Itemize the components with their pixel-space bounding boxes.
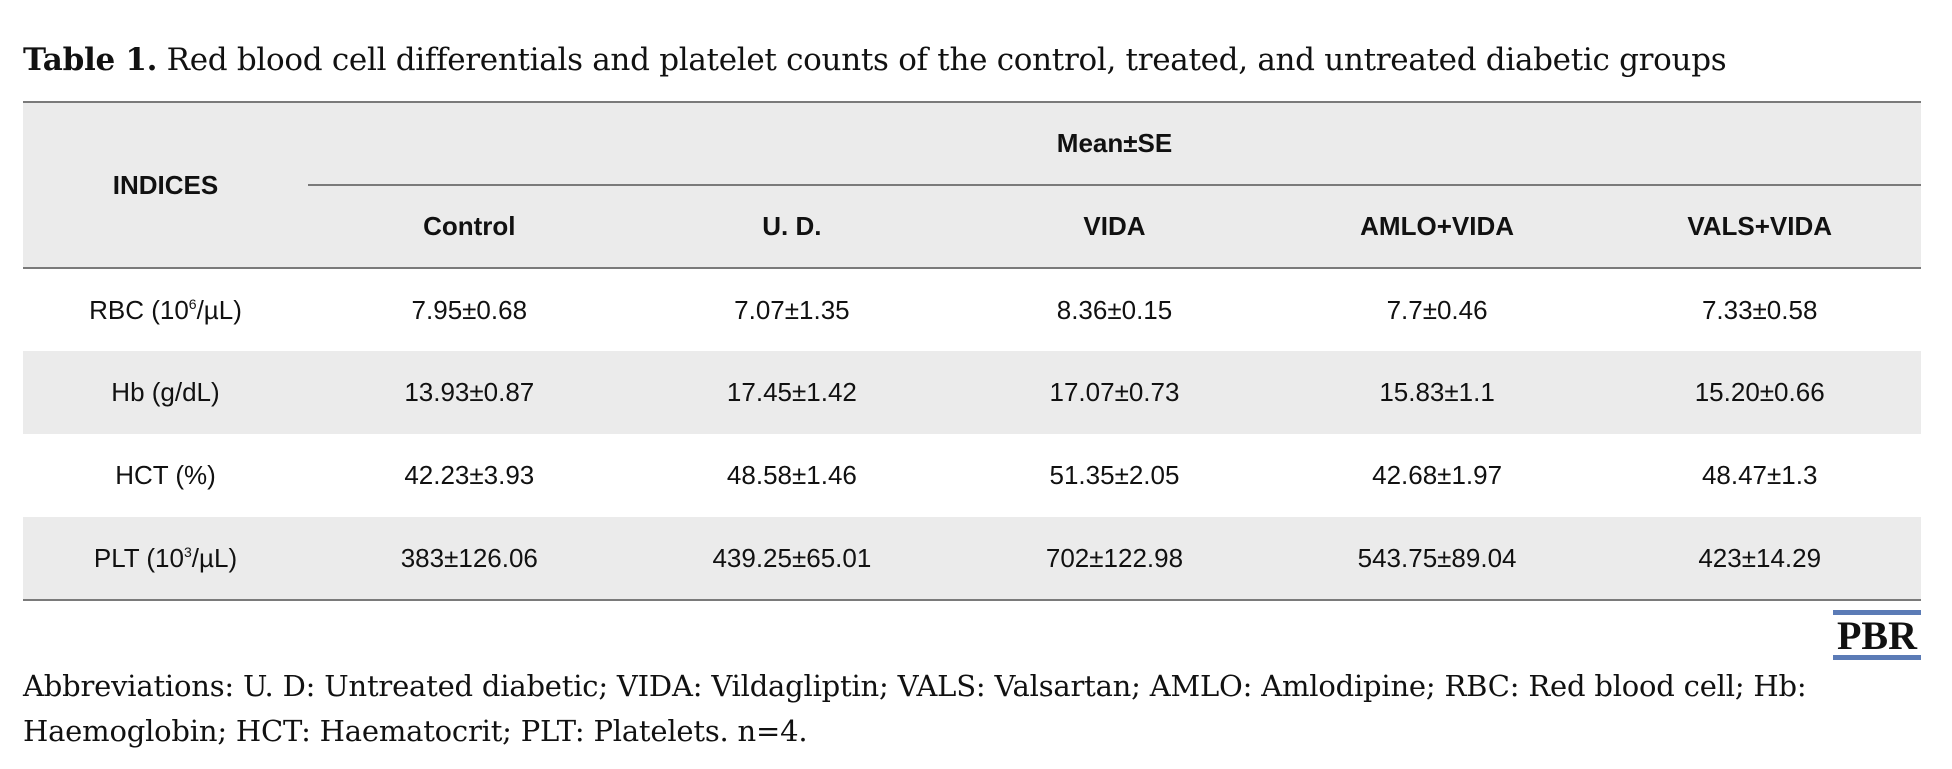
table-cell: 15.20±0.66 [1598, 351, 1921, 434]
logo-bar-bottom [1833, 655, 1921, 660]
table-cell: 7.07±1.35 [734, 294, 850, 325]
row-label-unit: /µL) [191, 542, 238, 573]
table-cell: 7.33±0.58 [1701, 294, 1818, 325]
column-header: VIDA [953, 184, 1276, 269]
logo-text: PBR [1837, 613, 1917, 658]
table-caption-text: Red blood cell differentials and platele… [157, 42, 1727, 78]
table-row: PLT (103/µL) 383±126.06 439.25±65.01 702… [23, 517, 1921, 601]
row-label: Hb (g/dL) [23, 351, 308, 434]
table-cell: 702±122.98 [953, 517, 1276, 601]
table-cell: 48.58±1.46 [726, 460, 857, 490]
table-cell: 42.23±3.93 [404, 460, 535, 490]
table-cell: 51.35±2.05 [1049, 460, 1180, 490]
pbr-logo: PBR [1833, 610, 1921, 660]
logo-bar-top [1833, 610, 1921, 615]
table-row: HCT (%) 42.23±3.93 48.58±1.46 51.35±2.05… [23, 434, 1921, 517]
table-cell: 543.75±89.04 [1275, 517, 1599, 601]
table-caption-label: Table 1. [23, 42, 158, 78]
abbreviations-footnote: Abbreviations: U. D: Untreated diabetic;… [23, 669, 1807, 748]
group-header: Mean±SE [308, 101, 1921, 185]
data-table: INDICES Mean±SE Control U. D. VIDA AMLO+… [23, 101, 1921, 601]
row-label-superscript: 3 [183, 543, 192, 560]
header-row-columns: Control U. D. VIDA AMLO+VIDA VALS+VIDA [23, 184, 1921, 269]
row-label: PLT (103/µL) [23, 517, 308, 601]
table-cell: 17.07±0.73 [953, 351, 1276, 434]
table-cell: 48.47±1.3 [1701, 460, 1818, 490]
row-label-text: Hb (g/dL) [111, 377, 220, 407]
table-row: RBC (106/µL) 7.95±0.68 7.07±1.35 8.36±0.… [23, 268, 1921, 351]
row-label-superscript: 6 [188, 295, 197, 312]
table-cell: 7.7±0.46 [1386, 294, 1488, 325]
indices-header: INDICES [23, 101, 308, 269]
row-label-text: HCT (%) [115, 460, 216, 490]
table-cell: 423±14.29 [1598, 517, 1921, 601]
row-label: HCT (%) [23, 434, 308, 517]
table-cell: 7.95±0.68 [411, 294, 528, 325]
header-row-group: INDICES Mean±SE [23, 101, 1921, 269]
table-cell: 15.83±1.1 [1275, 351, 1599, 434]
row-label-text: RBC (10 [89, 294, 189, 325]
table-cell: 13.93±0.87 [308, 351, 631, 434]
column-header: Control [308, 184, 631, 269]
row-label-text: PLT (10 [93, 542, 184, 573]
table-cell: 8.36±0.15 [1056, 294, 1173, 325]
table-cell: 42.68±1.97 [1372, 460, 1503, 490]
column-header: VALS+VIDA [1598, 184, 1921, 269]
table-cell: 17.45±1.42 [630, 351, 954, 434]
row-label: RBC (106/µL) [23, 268, 308, 351]
column-header: U. D. [630, 184, 954, 269]
row-label-unit: /µL) [196, 294, 242, 325]
table-cell: 383±126.06 [308, 517, 631, 601]
table-cell: 439.25±65.01 [630, 517, 954, 601]
column-header: AMLO+VIDA [1275, 184, 1599, 269]
table-caption: Table 1. Red blood cell differentials an… [23, 38, 1923, 82]
table-row: Hb (g/dL) 13.93±0.87 17.45±1.42 17.07±0.… [23, 351, 1921, 434]
